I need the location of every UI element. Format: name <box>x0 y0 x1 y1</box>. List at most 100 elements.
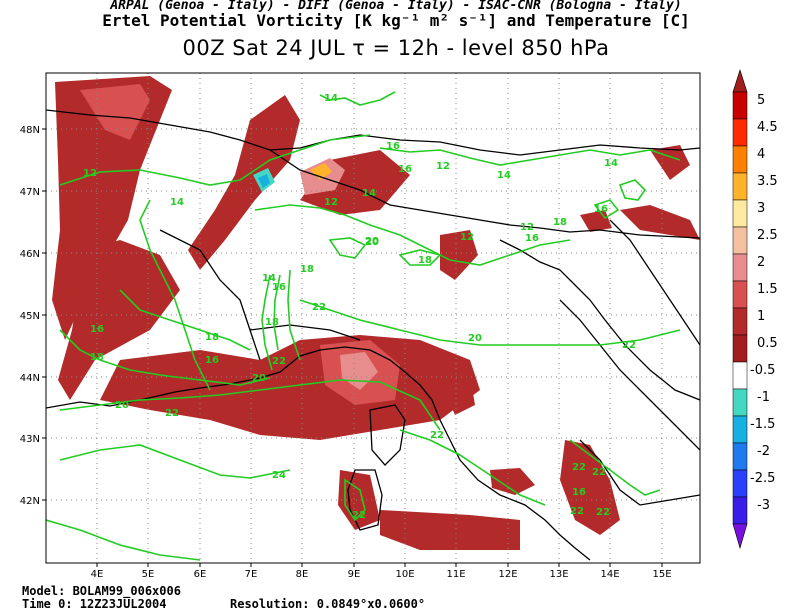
colorbar-cell <box>732 172 748 201</box>
colorbar-label: 2 <box>757 255 765 270</box>
colorbar-cell <box>732 469 748 498</box>
contour-label: 22 <box>596 507 610 518</box>
colorbar-cell <box>732 415 748 444</box>
footer-model: Model: BOLAM99_006x006 <box>22 584 181 598</box>
contour-label: 22 <box>592 467 606 478</box>
x-tick-label: 7E <box>245 569 258 580</box>
y-tick-label: 45N <box>20 311 40 322</box>
colorbar-cell <box>732 199 748 228</box>
colorbar-label: -3 <box>757 498 770 513</box>
x-tick-label: 15E <box>652 569 671 580</box>
colorbar <box>732 69 748 550</box>
pv-region <box>338 470 380 530</box>
contour-label: 16 <box>205 355 219 366</box>
colorbar-cell <box>732 145 748 174</box>
colorbar-label: 3 <box>757 201 765 216</box>
y-tick-label: 43N <box>20 434 40 445</box>
pv-region <box>310 163 332 180</box>
temperature-contours <box>46 91 681 561</box>
colorbar-label: 3.5 <box>757 174 778 189</box>
x-tick-label: 12E <box>498 569 517 580</box>
contour-label: 12 <box>460 232 474 243</box>
pv-region <box>258 174 270 188</box>
x-tick-label: 5E <box>142 569 155 580</box>
contour-label: 20 <box>252 373 266 384</box>
contour-label: 16 <box>594 204 608 215</box>
contour-label: 18 <box>205 332 219 343</box>
colorbar-cell <box>732 307 748 336</box>
header-field-title: Ertel Potential Vorticity [K kg⁻¹ m² s⁻¹… <box>102 11 690 30</box>
x-tick-label: 8E <box>296 569 309 580</box>
contour-label: 12 <box>324 197 338 208</box>
pv-region <box>380 510 520 550</box>
colorbar-cell <box>732 334 748 363</box>
colorbar-cell <box>732 280 748 309</box>
coastlines <box>46 109 700 561</box>
contour-label: 16 <box>386 141 400 152</box>
x-tick-label: 4E <box>91 569 104 580</box>
colorbar-cell <box>732 253 748 282</box>
contour-label: 22 <box>165 408 179 419</box>
colorbar-label: -2 <box>757 444 770 459</box>
x-tick-label: 14E <box>600 569 619 580</box>
colorbar-cell <box>732 118 748 147</box>
contour-label: 14 <box>497 170 511 181</box>
contour-label: 18 <box>90 352 104 363</box>
header-valid-time: 00Z Sat 24 JUL τ = 12h - level 850 hPa <box>182 36 610 60</box>
x-tick-label: 9E <box>348 569 361 580</box>
contour-label: 18 <box>553 217 567 228</box>
contour-label: 16 <box>398 164 412 175</box>
contour-label: 18 <box>265 317 279 328</box>
header-institutions: ARPAL (Genoa - Italy) - DIFI (Genoa - It… <box>110 0 682 13</box>
contour-label: 22 <box>312 302 326 313</box>
contour-label: 16 <box>572 487 586 498</box>
pv-region <box>490 468 535 495</box>
colorbar-bottom-arrow <box>732 523 748 550</box>
contour-label: 22 <box>572 462 586 473</box>
y-tick-label: 46N <box>20 249 40 260</box>
pv-region <box>440 375 475 415</box>
x-tick-label: 11E <box>446 569 465 580</box>
colorbar-cell <box>732 496 748 525</box>
contour-labels: 14 12 16 14 12 14 12 12 14 16 14 16 18 1… <box>83 93 636 521</box>
pv-region <box>560 440 620 535</box>
contour-label: 12 <box>520 222 534 233</box>
contour-label: 14 <box>170 197 184 208</box>
contour-label: 22 <box>622 340 636 351</box>
axis-ticks <box>42 128 663 567</box>
colorbar-label: 1 <box>757 309 765 324</box>
contour-label: 22 <box>352 510 366 521</box>
contour-label: 20 <box>365 237 379 248</box>
contour-label: 22 <box>430 430 444 441</box>
colorbar-top-arrow <box>732 69 748 93</box>
footer-resolution: Resolution: 0.0849°x0.0600° <box>230 597 426 611</box>
pv-region <box>58 240 180 400</box>
colorbar-cell <box>732 442 748 471</box>
contour-label: 24 <box>272 470 286 481</box>
colorbar-label: 4 <box>757 147 765 162</box>
colorbar-label: 2.5 <box>757 228 778 243</box>
contour-label: 14 <box>324 93 338 104</box>
colorbar-label: -1 <box>757 390 770 405</box>
contour-label: 18 <box>300 264 314 275</box>
contour-label: 22 <box>272 356 286 367</box>
contour-label: 16 <box>272 282 286 293</box>
contour-label: 14 <box>604 158 618 169</box>
y-tick-label: 42N <box>20 496 40 507</box>
footer-time: Time 0: 12Z23JUL2004 <box>22 597 167 611</box>
contour-label: 20 <box>115 400 129 411</box>
y-tick-label: 47N <box>20 187 40 198</box>
x-tick-label: 10E <box>395 569 414 580</box>
contour-label: 22 <box>570 506 584 517</box>
y-tick-label: 44N <box>20 373 40 384</box>
contour-label: 16 <box>525 233 539 244</box>
contour-label: 14 <box>362 188 376 199</box>
x-tick-label: 13E <box>549 569 568 580</box>
plot-frame <box>45 72 701 564</box>
contour-label: 12 <box>83 168 97 179</box>
y-tick-label: 48N <box>20 125 40 136</box>
pv-region <box>620 205 700 240</box>
colorbar-label: -0.5 <box>750 363 775 378</box>
contour-label: 12 <box>436 161 450 172</box>
